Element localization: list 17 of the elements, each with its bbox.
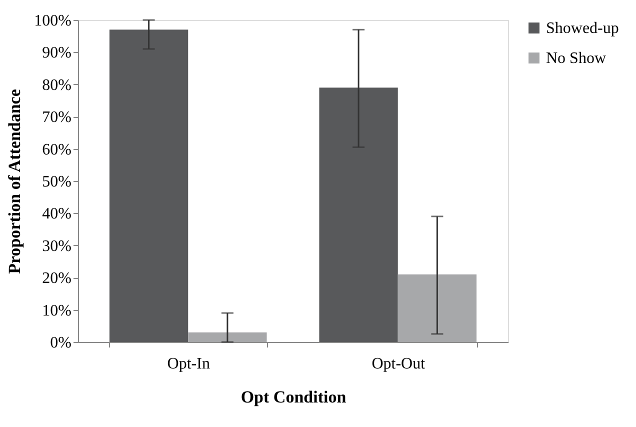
y-tick-label: 100% [34, 12, 72, 30]
y-axis-title: Proportion of Attendance [5, 88, 24, 274]
y-tick-label: 90% [42, 44, 72, 62]
y-tick-label: 70% [42, 109, 72, 126]
y-tick-label: 60% [42, 141, 72, 158]
y-tick-label: 80% [42, 76, 72, 94]
y-tick-label: 50% [42, 174, 72, 190]
x-tick-label: Opt-In [167, 356, 210, 372]
legend-label: No Show [546, 50, 606, 67]
y-tick-label: 10% [42, 302, 72, 320]
y-tick-label: 30% [42, 238, 72, 255]
y-tick-label: 20% [42, 270, 72, 288]
y-tick-label: 0% [50, 334, 72, 352]
x-axis-title: Opt Condition [240, 388, 347, 406]
legend-label: Showed-up [546, 20, 619, 37]
x-tick-label: Opt-Out [372, 356, 426, 372]
y-tick-label: 40% [42, 206, 72, 223]
